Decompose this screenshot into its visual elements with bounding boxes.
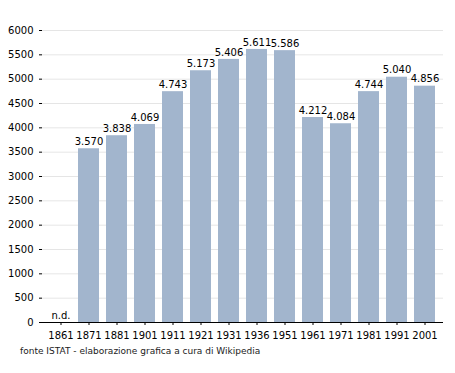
svg-text:1931: 1931 xyxy=(216,330,241,340)
svg-text:1991: 1991 xyxy=(384,330,409,340)
svg-text:1951: 1951 xyxy=(272,330,297,340)
svg-text:3.838: 3.838 xyxy=(103,123,132,134)
svg-text:5.611: 5.611 xyxy=(243,37,272,48)
svg-text:0: 0 xyxy=(27,317,33,328)
svg-text:4500: 4500 xyxy=(8,98,33,109)
svg-text:1936: 1936 xyxy=(244,330,269,340)
svg-text:3.570: 3.570 xyxy=(75,136,104,147)
svg-text:4.743: 4.743 xyxy=(159,79,188,90)
svg-text:4.744: 4.744 xyxy=(355,79,384,90)
svg-text:6000: 6000 xyxy=(8,25,33,36)
svg-text:500: 500 xyxy=(14,292,33,303)
svg-text:4.084: 4.084 xyxy=(327,111,356,122)
svg-text:1871: 1871 xyxy=(76,330,101,340)
svg-text:5.586: 5.586 xyxy=(271,38,300,49)
svg-text:3000: 3000 xyxy=(8,171,33,182)
svg-text:1861: 1861 xyxy=(48,330,73,340)
svg-text:2500: 2500 xyxy=(8,195,33,206)
svg-text:4000: 4000 xyxy=(8,122,33,133)
svg-text:1921: 1921 xyxy=(188,330,213,340)
html-text:fonte ISTAT - elaborazione gra: fonte ISTAT - elaborazione grafica a cur… xyxy=(20,346,261,356)
svg-text:5.406: 5.406 xyxy=(215,47,244,58)
svg-text:1911: 1911 xyxy=(160,330,185,340)
svg-text:1971: 1971 xyxy=(328,330,353,340)
svg-text:1901: 1901 xyxy=(132,330,157,340)
svg-text:2000: 2000 xyxy=(8,219,33,230)
svg-text:5.040: 5.040 xyxy=(383,64,412,75)
svg-text:5500: 5500 xyxy=(8,49,33,60)
svg-text:1000: 1000 xyxy=(8,268,33,279)
svg-text:4.069: 4.069 xyxy=(131,112,160,123)
svg-text:4.212: 4.212 xyxy=(299,105,328,116)
svg-text:1881: 1881 xyxy=(104,330,129,340)
svg-text:5000: 5000 xyxy=(8,73,33,84)
svg-text:4.856: 4.856 xyxy=(411,73,440,84)
svg-text:1961: 1961 xyxy=(300,330,325,340)
svg-text:n.d.: n.d. xyxy=(51,310,70,321)
svg-text:1981: 1981 xyxy=(356,330,381,340)
svg-text:5.173: 5.173 xyxy=(187,58,216,69)
svg-text:3500: 3500 xyxy=(8,146,33,157)
svg-text:1500: 1500 xyxy=(8,244,33,255)
svg-text:2001: 2001 xyxy=(412,330,437,340)
